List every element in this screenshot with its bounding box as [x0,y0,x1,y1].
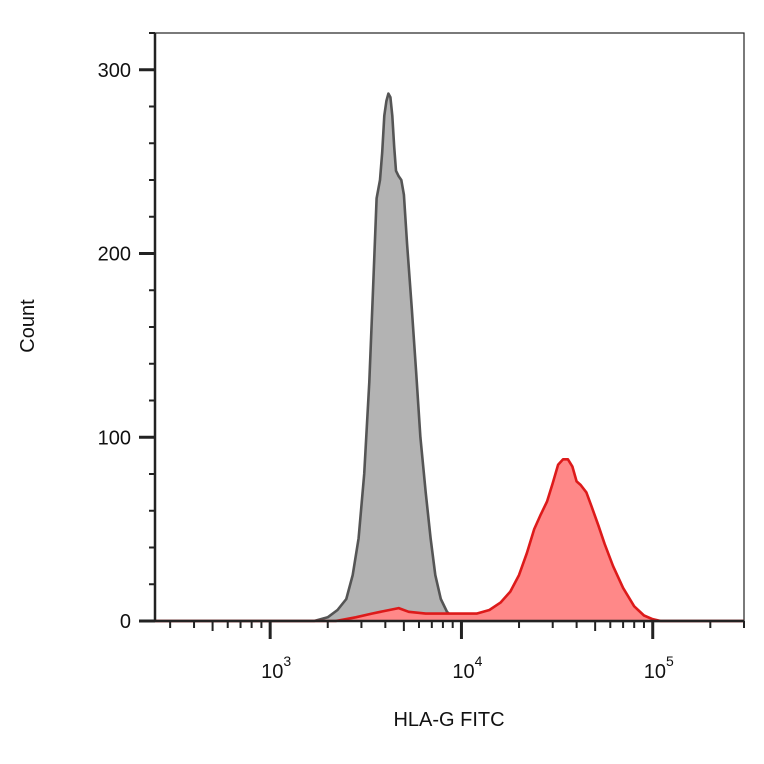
x-tick-label: 105 [644,653,674,683]
y-axis: 0 100 200 300 [98,32,157,633]
y-axis-title: Count [17,299,39,353]
y-tick-label: 300 [98,60,131,82]
x-tick-label: 104 [452,653,482,683]
y-tick-label: 200 [98,244,131,266]
series-1-line [155,458,744,623]
plot-area [154,32,745,623]
x-axis: 103 104 105 [155,619,745,683]
plot-frame [154,32,745,622]
x-tick-label: 103 [261,653,291,683]
series-layer [155,92,744,623]
x-axis-title: HLA-G FITC [393,709,504,731]
series-0-fill [155,93,744,622]
series-0-line [155,92,744,623]
series-1-fill [155,459,744,621]
y-tick-label: 100 [98,427,131,449]
y-tick-label: 0 [120,611,131,633]
